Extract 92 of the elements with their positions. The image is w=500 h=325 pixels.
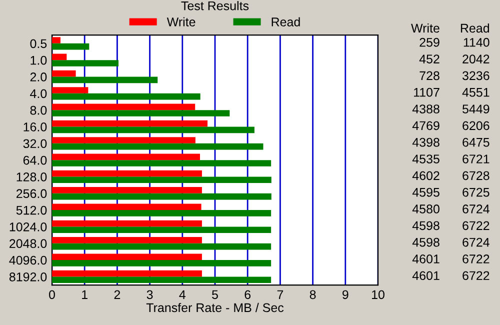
text: 4388 bbox=[412, 104, 440, 114]
text: 6721 bbox=[462, 154, 490, 164]
text: 4602 bbox=[412, 171, 440, 180]
bar bbox=[52, 110, 230, 116]
text: 1107 bbox=[414, 88, 440, 97]
bar bbox=[52, 187, 202, 194]
text: 4601 bbox=[412, 254, 440, 264]
text: 4551 bbox=[462, 88, 490, 97]
bar bbox=[52, 87, 88, 94]
text: 6722 bbox=[462, 271, 490, 280]
x-tick-label: 2 bbox=[114, 290, 120, 299]
bar bbox=[52, 204, 202, 210]
y-tick-label: 8.0 bbox=[30, 106, 47, 115]
y-tick-label: 16.0 bbox=[24, 122, 47, 132]
bar bbox=[52, 143, 264, 150]
text: 452 bbox=[419, 54, 440, 64]
text: 728 bbox=[420, 71, 440, 80]
text: 4598 bbox=[412, 221, 440, 230]
bar bbox=[52, 176, 272, 184]
bar bbox=[52, 170, 202, 177]
text: 6722 bbox=[462, 254, 490, 264]
x-tick-label: 0 bbox=[49, 290, 55, 300]
bar bbox=[52, 226, 272, 234]
text: 4535 bbox=[412, 154, 440, 164]
text: 3236 bbox=[462, 71, 490, 80]
text: Write bbox=[411, 23, 440, 33]
text: 1140 bbox=[464, 38, 490, 47]
y-tick-label: 1024.0 bbox=[10, 222, 47, 232]
bar bbox=[52, 193, 272, 200]
text: 4580 bbox=[412, 204, 440, 214]
y-tick-label: 4096.0 bbox=[9, 256, 47, 265]
text: 6724 bbox=[462, 204, 490, 214]
legend-label: Write bbox=[166, 17, 196, 26]
x-tick-label: 4 bbox=[179, 290, 186, 299]
bar bbox=[52, 276, 272, 284]
bar bbox=[52, 237, 202, 244]
bar bbox=[52, 104, 196, 110]
bar bbox=[52, 37, 60, 44]
y-tick-label: 1.0 bbox=[30, 56, 47, 65]
y-tick-label: 2.0 bbox=[30, 72, 47, 82]
x-tick-label: 8 bbox=[310, 290, 316, 300]
text: 4769 bbox=[412, 121, 440, 130]
bar bbox=[52, 120, 208, 127]
bar bbox=[52, 210, 272, 216]
text: 259 bbox=[420, 38, 440, 47]
y-tick-label: 256.0 bbox=[16, 189, 47, 198]
y-tick-label: 8192.0 bbox=[9, 272, 47, 282]
text: 6725 bbox=[462, 188, 490, 197]
y-tick-label: 64.0 bbox=[23, 156, 47, 165]
y-tick-label: 512.0 bbox=[16, 206, 47, 215]
bar bbox=[52, 54, 67, 60]
bar bbox=[52, 137, 196, 144]
x-axis-title: Transfer Rate - MB / Sec bbox=[146, 302, 284, 312]
y-tick-label: 0.5 bbox=[30, 39, 47, 48]
bar bbox=[52, 43, 90, 50]
x-tick-label: 9 bbox=[342, 290, 348, 300]
legend-label: Read bbox=[272, 17, 300, 26]
y-tick-label: 2048.0 bbox=[10, 239, 47, 248]
y-tick-label: 128.0 bbox=[16, 172, 47, 182]
bar bbox=[52, 254, 202, 260]
text: 4601 bbox=[412, 271, 440, 280]
x-tick-label: 10 bbox=[372, 290, 384, 300]
chart-title: Test Results bbox=[181, 1, 249, 10]
x-tick-label: 3 bbox=[146, 290, 153, 300]
text: 6728 bbox=[462, 171, 490, 180]
bar bbox=[52, 260, 272, 266]
bar bbox=[52, 60, 119, 66]
x-tick-label: 6 bbox=[244, 290, 251, 300]
text: 2042 bbox=[462, 54, 490, 64]
y-tick-label: 4.0 bbox=[30, 89, 47, 98]
bar bbox=[52, 270, 202, 277]
x-tick-label: 1 bbox=[82, 290, 88, 299]
bar bbox=[52, 220, 202, 227]
bar bbox=[52, 154, 200, 160]
text: 6206 bbox=[462, 121, 490, 130]
x-tick-label: 5 bbox=[212, 290, 218, 300]
bar bbox=[52, 126, 254, 134]
text: 4598 bbox=[412, 238, 440, 247]
text: 6724 bbox=[462, 238, 490, 247]
bar bbox=[52, 93, 200, 100]
text: Read bbox=[460, 23, 490, 33]
x-tick-label: 7 bbox=[277, 290, 284, 299]
bar bbox=[52, 70, 76, 77]
text: 6722 bbox=[462, 221, 490, 230]
bar bbox=[52, 76, 158, 84]
bar bbox=[52, 243, 272, 250]
text: 5449 bbox=[462, 104, 490, 114]
bar bbox=[52, 160, 272, 166]
text: 6475 bbox=[462, 138, 490, 147]
text: 4595 bbox=[412, 188, 440, 197]
y-tick-label: 32.0 bbox=[23, 139, 47, 148]
text: 4398 bbox=[412, 138, 440, 147]
